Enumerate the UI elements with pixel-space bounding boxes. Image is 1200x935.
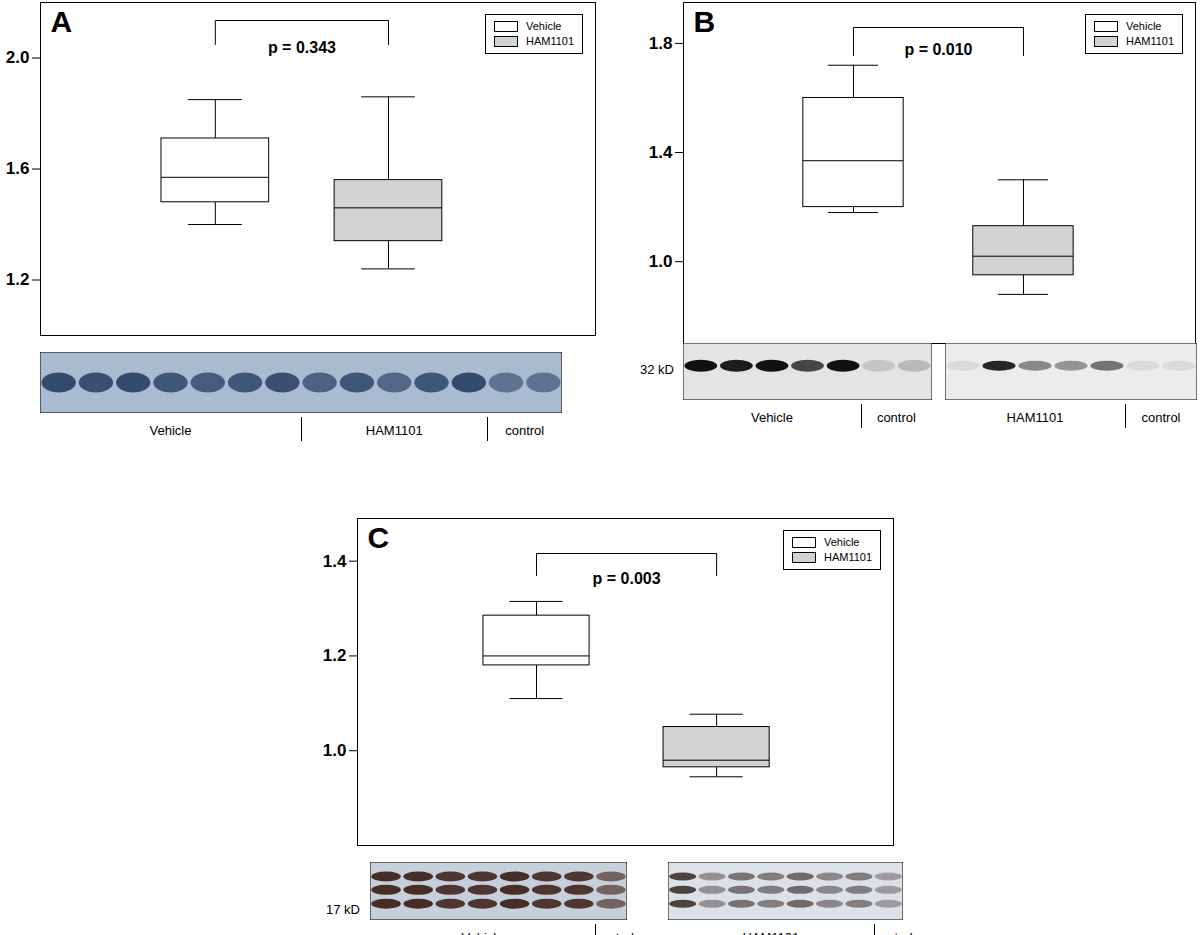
html-text:17 kD: 17 kD [326, 902, 360, 917]
html-text:Vehicle: Vehicle [1126, 20, 1162, 32]
html-text:Vehicle: Vehicle [149, 423, 192, 438]
svg-text:1.8: 1.8 [649, 34, 673, 53]
html-text:HAM1101: HAM1101 [1006, 410, 1064, 425]
svg-text:1.2: 1.2 [323, 646, 347, 665]
svg-text:C: C [368, 521, 390, 554]
html-text:Vehicle: Vehicle [751, 410, 793, 425]
html-text:HAM1101: HAM1101 [1126, 35, 1175, 47]
html-text:Vehicle: Vehicle [824, 536, 860, 548]
svg-text:A: A [51, 5, 73, 38]
html-text:HAM1101: HAM1101 [824, 551, 873, 563]
svg-text:1.0: 1.0 [649, 252, 673, 271]
html-text:control: control [876, 410, 916, 425]
svg-text:1.2: 1.2 [6, 270, 30, 289]
svg-text:1.0: 1.0 [323, 741, 347, 760]
html-text:control: control [1141, 410, 1181, 425]
svg-text:p = 0.010: p = 0.010 [904, 41, 972, 58]
svg-text:p = 0.003: p = 0.003 [593, 570, 661, 587]
svg-text:2.0: 2.0 [6, 48, 30, 67]
svg-text:1.4: 1.4 [323, 552, 347, 571]
svg-text:1.4: 1.4 [649, 143, 673, 162]
html-text:HAM1101: HAM1101 [526, 35, 575, 47]
html-text:control: control [505, 423, 545, 438]
svg-text:B: B [694, 5, 716, 38]
html-text:Vehicle: Vehicle [526, 20, 562, 32]
html-text:HAM1101: HAM1101 [365, 423, 423, 438]
svg-text:1.6: 1.6 [6, 159, 30, 178]
html-text:32 kD: 32 kD [640, 362, 674, 377]
svg-text:p = 0.343: p = 0.343 [268, 39, 336, 56]
